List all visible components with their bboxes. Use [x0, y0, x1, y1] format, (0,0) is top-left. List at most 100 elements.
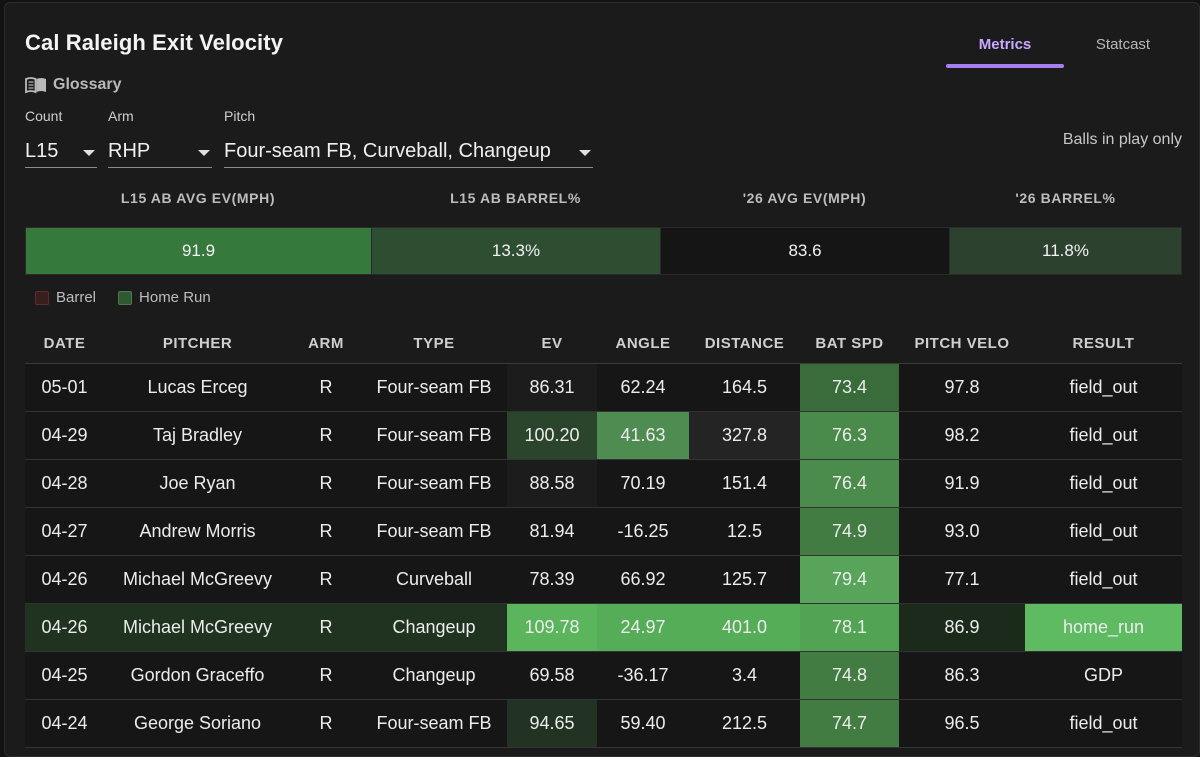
- barrel-swatch: [35, 290, 49, 305]
- bat-spd-cell: 76.4: [800, 459, 899, 508]
- column-header-angle[interactable]: ANGLE: [597, 325, 689, 364]
- pitch-velo-cell: 91.9: [899, 459, 1025, 508]
- ev-cell: 109.78: [507, 603, 597, 652]
- date-cell: 04-25: [25, 651, 104, 700]
- bat-spd-cell: 76.3: [800, 411, 899, 460]
- table-row[interactable]: 05-01 Lucas Erceg R Four-seam FB 86.31 62.24 1…: [25, 363, 1182, 412]
- column-header-pitcher[interactable]: PITCHER: [104, 325, 291, 364]
- pitch-select[interactable]: Four-seam FB, Curveball, Changeup: [224, 136, 593, 168]
- tab-bar: Metrics Statcast: [946, 30, 1182, 68]
- table-row[interactable]: 04-29 Taj Bradley R Four-seam FB 100.20 41.63…: [25, 411, 1182, 460]
- count-select-value: L15: [25, 140, 59, 162]
- legend: Barrel Home Run: [35, 289, 211, 306]
- pitch-velo-cell: 86.9: [899, 603, 1025, 652]
- arm-select[interactable]: RHP: [108, 136, 212, 168]
- date-cell: 04-24: [25, 699, 104, 748]
- type-cell: Four-seam FB: [361, 459, 507, 508]
- bat-spd-cell: 78.1: [800, 603, 899, 652]
- table-body: 05-01 Lucas Erceg R Four-seam FB 86.31 62.24 1…: [25, 363, 1182, 748]
- summary-header: '26 BARREL%: [1015, 190, 1116, 206]
- arm-cell: R: [291, 651, 361, 700]
- chevron-down-icon: [83, 150, 95, 156]
- pitcher-cell: Michael McGreevy: [104, 555, 291, 604]
- glossary-link[interactable]: Glossary: [25, 74, 121, 96]
- summary-headers: L15 AB AVG EV(MPH) L15 AB BARREL% '26 AV…: [25, 190, 1182, 210]
- table-row[interactable]: 04-28 Joe Ryan R Four-seam FB 88.58 70.19 151.…: [25, 459, 1182, 508]
- type-cell: Curveball: [361, 555, 507, 604]
- legend-label: Barrel: [56, 289, 97, 306]
- column-header-type[interactable]: TYPE: [361, 325, 507, 364]
- pitch-select-value: Four-seam FB, Curveball, Changeup: [224, 140, 551, 162]
- arm-cell: R: [291, 459, 361, 508]
- summary-value: 83.6: [661, 228, 950, 274]
- angle-cell: 24.97: [597, 603, 689, 652]
- table-row[interactable]: 04-26 Michael McGreevy R Changeup 109.78 24.9…: [25, 603, 1182, 652]
- table-row[interactable]: 04-27 Andrew Morris R Four-seam FB 81.94 -16.…: [25, 507, 1182, 556]
- home-run-swatch: [118, 290, 133, 305]
- arm-cell: R: [291, 555, 361, 604]
- date-cell: 04-27: [25, 507, 104, 556]
- pitcher-cell: Joe Ryan: [104, 459, 291, 508]
- bat-spd-cell: 79.4: [800, 555, 899, 604]
- column-header-date[interactable]: DATE: [25, 325, 104, 364]
- column-header-arm[interactable]: ARM: [291, 325, 361, 364]
- count-select[interactable]: L15: [25, 136, 97, 168]
- result-cell: field_out: [1025, 459, 1182, 508]
- type-cell: Four-seam FB: [361, 507, 507, 556]
- arm-cell: R: [291, 363, 361, 412]
- pitch-velo-cell: 86.3: [899, 651, 1025, 700]
- table-row[interactable]: 04-26 Michael McGreevy R Curveball 78.39 66.9…: [25, 555, 1182, 604]
- count-filter-label: Count: [25, 108, 63, 124]
- legend-item-barrel: Barrel: [35, 289, 96, 306]
- angle-cell: 66.92: [597, 555, 689, 604]
- chevron-down-icon: [579, 150, 591, 156]
- bat-spd-cell: 74.9: [800, 507, 899, 556]
- type-cell: Changeup: [361, 603, 507, 652]
- ev-cell: 100.20: [507, 411, 597, 460]
- arm-filter: Arm RHP: [108, 108, 212, 168]
- column-header-distance[interactable]: DISTANCE: [689, 325, 800, 364]
- table-row[interactable]: 04-25 Gordon Graceffo R Changeup 69.58 -36.17…: [25, 651, 1182, 700]
- column-header-ev[interactable]: EV: [507, 325, 597, 364]
- distance-cell: 151.4: [689, 459, 800, 508]
- legend-label: Home Run: [139, 289, 211, 306]
- distance-cell: 212.5: [689, 699, 800, 748]
- distance-cell: 164.5: [689, 363, 800, 412]
- bat-spd-cell: 74.8: [800, 651, 899, 700]
- angle-cell: 41.63: [597, 411, 689, 460]
- pitch-velo-cell: 96.5: [899, 699, 1025, 748]
- ev-cell: 94.65: [507, 699, 597, 748]
- result-cell: field_out: [1025, 555, 1182, 604]
- arm-filter-label: Arm: [108, 108, 134, 124]
- table-row[interactable]: 04-24 George Soriano R Four-seam FB 94.65 59.…: [25, 699, 1182, 748]
- ev-cell: 81.94: [507, 507, 597, 556]
- pitch-filter: Pitch Four-seam FB, Curveball, Changeup: [224, 108, 593, 168]
- type-cell: Changeup: [361, 651, 507, 700]
- angle-cell: 59.40: [597, 699, 689, 748]
- bat-spd-cell: 73.4: [800, 363, 899, 412]
- distance-cell: 401.0: [689, 603, 800, 652]
- tab-statcast[interactable]: Statcast: [1095, 36, 1151, 53]
- arm-cell: R: [291, 507, 361, 556]
- date-cell: 04-29: [25, 411, 104, 460]
- arm-select-value: RHP: [108, 140, 151, 162]
- angle-cell: 70.19: [597, 459, 689, 508]
- column-header-bat-spd[interactable]: BAT SPD: [800, 325, 899, 364]
- pitch-velo-cell: 98.2: [899, 411, 1025, 460]
- tab-metrics[interactable]: Metrics: [946, 30, 1064, 68]
- ev-cell: 78.39: [507, 555, 597, 604]
- column-header-pitch-velo[interactable]: PITCH VELO: [899, 325, 1025, 364]
- legend-item-home-run: Home Run: [118, 289, 211, 306]
- pitcher-cell: George Soriano: [104, 699, 291, 748]
- pitch-velo-cell: 97.8: [899, 363, 1025, 412]
- column-header-result[interactable]: RESULT: [1025, 325, 1182, 364]
- type-cell: Four-seam FB: [361, 363, 507, 412]
- result-cell: field_out: [1025, 699, 1182, 748]
- result-cell: field_out: [1025, 411, 1182, 460]
- distance-cell: 327.8: [689, 411, 800, 460]
- summary-value: 91.9: [26, 228, 372, 274]
- pitcher-cell: Michael McGreevy: [104, 603, 291, 652]
- distance-cell: 12.5: [689, 507, 800, 556]
- arm-cell: R: [291, 603, 361, 652]
- pitcher-cell: Gordon Graceffo: [104, 651, 291, 700]
